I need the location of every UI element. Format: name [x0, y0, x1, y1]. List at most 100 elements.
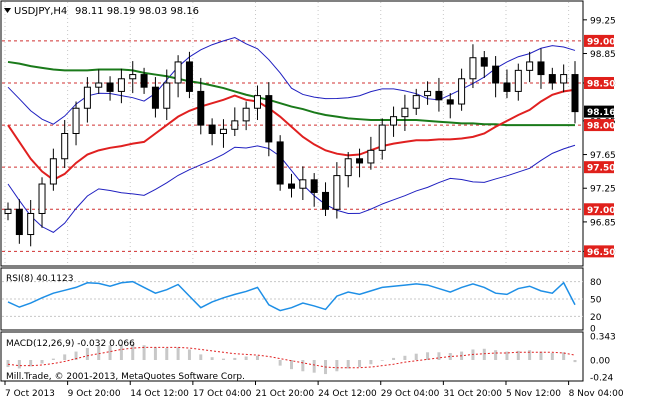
candle-body [185, 61, 193, 92]
level-box [584, 161, 614, 174]
candle-body [95, 82, 103, 88]
price-axis[interactable]: 99.2598.8598.5098.0597.6597.2596.8596.50… [583, 16, 616, 258]
rsi-grid [2, 281, 583, 317]
chart-header: USDJPY,H4 98.11 98.19 98.03 98.16 [4, 6, 199, 17]
price-tick-label: 97.65 [590, 151, 616, 161]
current-price-label: 98.16 [587, 108, 615, 118]
rsi-tick-label: 50 [590, 296, 602, 306]
macd-signal-group [7, 346, 576, 369]
level-label: 99.00 [587, 37, 615, 47]
candle-body [197, 90, 205, 126]
candle-body [378, 124, 386, 151]
candle-body [412, 95, 420, 109]
time-tick-label: 17 Oct 04:00 [193, 389, 252, 399]
candle-body [435, 90, 443, 101]
candle-body [49, 158, 57, 185]
candle-body [219, 128, 227, 135]
candle-body [560, 74, 568, 84]
rsi-title: RSI(8) 40.1123 [6, 274, 73, 284]
macd-signal-line [7, 346, 576, 369]
candle-body [72, 107, 80, 134]
candle-body [367, 149, 375, 164]
level-label: 97.00 [587, 206, 615, 216]
candle-body [174, 61, 182, 84]
rsi-axis: 80 50 20 0 [590, 278, 602, 334]
macd-title: MACD(12,26,9) -0.032 0.066 [6, 339, 135, 349]
current-price-box [584, 105, 614, 118]
candle-body [356, 158, 364, 164]
upper-band-line [7, 37, 576, 125]
candle-body [276, 141, 284, 185]
long-moving-average-line [7, 60, 575, 127]
candle-body [503, 82, 511, 92]
candle-body [390, 116, 398, 126]
time-tick-label: 7 Oct 2013 [5, 389, 55, 399]
candle-body [571, 74, 579, 113]
candle-body [117, 78, 125, 92]
level-box [584, 119, 614, 132]
macd-panel-frame [0, 331, 584, 382]
rsi-line [7, 280, 576, 312]
candle-body [344, 158, 352, 177]
candle-body [458, 78, 466, 105]
candle-body [61, 133, 69, 160]
level-box [584, 76, 614, 89]
time-tick-label: 31 Oct 20:00 [443, 389, 502, 399]
copyright-text: Mill.Trade, © 2001-2013, MetaQuotes Soft… [6, 372, 245, 382]
level-box [584, 245, 614, 258]
price-indicators [7, 37, 576, 233]
price-tick-label: 96.85 [590, 218, 616, 228]
level-box [584, 34, 614, 47]
macd-tick-label: 0.00 [590, 357, 610, 367]
rsi-line-group [7, 280, 576, 312]
candle-body [424, 90, 432, 97]
candle-body [242, 107, 250, 122]
macd-histogram [6, 343, 577, 375]
candle-body [548, 74, 556, 84]
candle-body [310, 179, 318, 193]
candle-body [231, 120, 239, 130]
level-label: 98.50 [587, 79, 615, 89]
candle-body [129, 74, 137, 80]
rsi-tick-label: 80 [590, 278, 602, 288]
time-tick-label: 9 Oct 20:00 [68, 389, 121, 399]
rsi-tick-label: 20 [590, 313, 602, 323]
macd-axis: 0.343 0.00 -0.24 [590, 332, 616, 383]
candle-body [288, 183, 295, 189]
candle-body [163, 82, 171, 109]
time-tick-label: 14 Oct 12:00 [130, 389, 189, 399]
candle-body [265, 95, 273, 143]
candle-body [83, 86, 91, 109]
candle-body [299, 179, 307, 189]
lower-band-line [7, 144, 576, 233]
candle-body [514, 69, 522, 92]
chevron-down-icon[interactable] [4, 8, 11, 13]
candle-body [526, 61, 534, 71]
price-tick-label: 97.25 [590, 185, 616, 195]
candle-body [333, 175, 341, 210]
price-tick-label: 99.25 [590, 16, 616, 26]
candle-body [492, 65, 500, 84]
candle-body [140, 74, 148, 88]
rsi-panel[interactable] [0, 267, 584, 331]
rsi-tick-label: 0 [590, 325, 596, 335]
level-label: 96.50 [587, 248, 615, 258]
macd-tick-label: -0.24 [590, 373, 614, 383]
time-axis[interactable]: 7 Oct 2013 9 Oct 20:00 14 Oct 12:00 17 Oct … [4, 381, 624, 399]
candle-body [208, 124, 216, 134]
candle-body [480, 57, 488, 67]
main-panel[interactable] [0, 0, 584, 267]
ohlc-label: 98.11 98.19 98.03 98.16 [75, 6, 199, 17]
level-label: 98.00 [587, 122, 615, 132]
time-tick-label: 29 Oct 04:00 [381, 389, 440, 399]
level-box [584, 203, 614, 216]
macd-panel[interactable] [0, 331, 584, 382]
candle-body [106, 82, 114, 92]
symbol-label: USDJPY,H4 [14, 6, 67, 17]
candle-body [401, 107, 409, 118]
candle-body [253, 95, 261, 109]
candle-body [322, 191, 330, 210]
candle-body [469, 57, 477, 80]
time-tick-label: 8 Nov 04:00 [569, 389, 624, 399]
